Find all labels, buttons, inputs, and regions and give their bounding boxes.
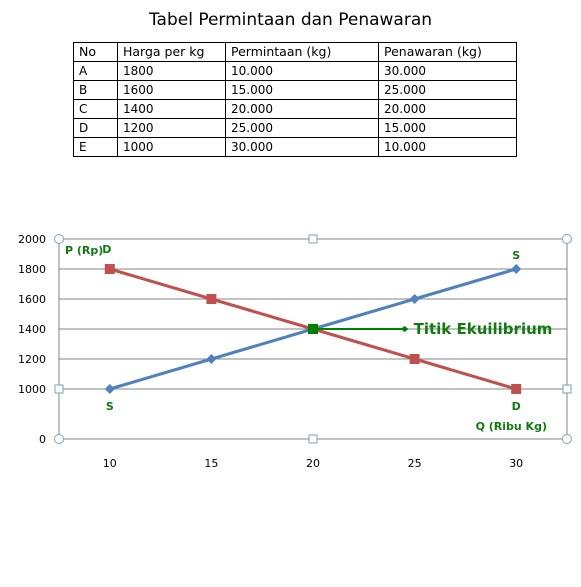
x-tick-label: 20: [306, 457, 320, 470]
selection-handle: [54, 234, 64, 244]
chart-series: [104, 264, 522, 394]
y-tick-label: 1400: [18, 323, 46, 336]
y-tick-label: 0: [39, 433, 46, 446]
x-tick-label: 30: [509, 457, 523, 470]
demand-point: [104, 264, 115, 274]
selection-handle: [54, 434, 64, 444]
equilibrium-pointer-head: [400, 326, 409, 332]
column-header: Permintaan (kg): [225, 42, 379, 62]
supply-point: [511, 264, 522, 274]
supply-point: [409, 294, 420, 304]
table-row: E 1000 30.000 10.000: [73, 137, 517, 157]
table-cell: 1600: [117, 80, 226, 100]
x-axis-ticks: 10 15 20 25 30: [103, 457, 523, 470]
chart-frame: [54, 234, 572, 444]
supply-point: [206, 354, 217, 364]
table-cell: 30.000: [378, 61, 517, 81]
demand-point: [206, 294, 217, 304]
chart-grid: [59, 238, 567, 390]
supply-point: [104, 384, 115, 394]
table-cell: 20.000: [378, 99, 517, 119]
table-title: Tabel Permintaan dan Penawaran: [148, 10, 433, 30]
x-tick-label: 25: [408, 457, 422, 470]
table-cell: E: [73, 137, 118, 157]
y-tick-label: 1800: [18, 263, 46, 276]
y-axis-label: P (Rp): [65, 244, 103, 257]
demand-end-label: D: [512, 400, 521, 413]
x-tick-label: 15: [204, 457, 218, 470]
column-header: Harga per kg: [117, 42, 226, 62]
selection-handle: [54, 384, 64, 394]
table-row: C 1400 20.000 20.000: [73, 99, 517, 119]
selection-handle: [562, 434, 572, 444]
selection-handle: [308, 234, 318, 244]
table-body: A 1800 10.000 30.000 B 1600 15.000 25.000 C 1400 2…: [73, 61, 517, 157]
selection-handle: [308, 434, 318, 444]
equilibrium-label: Titik Ekuilibrium: [414, 320, 553, 338]
y-tick-label: 1200: [18, 353, 46, 366]
table-cell: 30.000: [225, 137, 379, 157]
y-tick-label: 1000: [18, 383, 46, 396]
table-header-row: No Harga per kg Permintaan (kg) Penawaran (…: [73, 42, 517, 62]
demand-point: [409, 354, 420, 364]
selection-handle: [562, 384, 572, 394]
table-header: No Harga per kg Permintaan (kg) Penawaran (…: [73, 42, 517, 62]
selection-handle: [562, 234, 572, 244]
supply-end-label: S: [512, 249, 520, 262]
table-row: B 1600 15.000 25.000: [73, 80, 517, 100]
demand-supply-table: No Harga per kg Permintaan (kg) Penawaran (…: [73, 42, 517, 157]
table-cell: 25.000: [378, 80, 517, 100]
equilibrium-point: [308, 324, 318, 334]
table-cell: 10.000: [378, 137, 517, 157]
y-axis-ticks: 0 1000 1200 1400 1600 1800 2000: [18, 233, 46, 446]
supply-start-label: S: [106, 400, 114, 413]
x-axis-label: Q (Ribu Kg): [476, 420, 547, 433]
demand-start-label: D: [102, 243, 111, 256]
y-tick-label: 2000: [18, 233, 46, 246]
x-tick-label: 10: [103, 457, 117, 470]
y-tick-label: 1600: [18, 293, 46, 306]
demand-point: [511, 384, 522, 394]
table-row: D 1200 25.000 15.000: [73, 118, 517, 138]
chart-labels: Titik Ekuilibrium P (Rp) Q (Ribu Kg) D D S S: [65, 243, 552, 433]
